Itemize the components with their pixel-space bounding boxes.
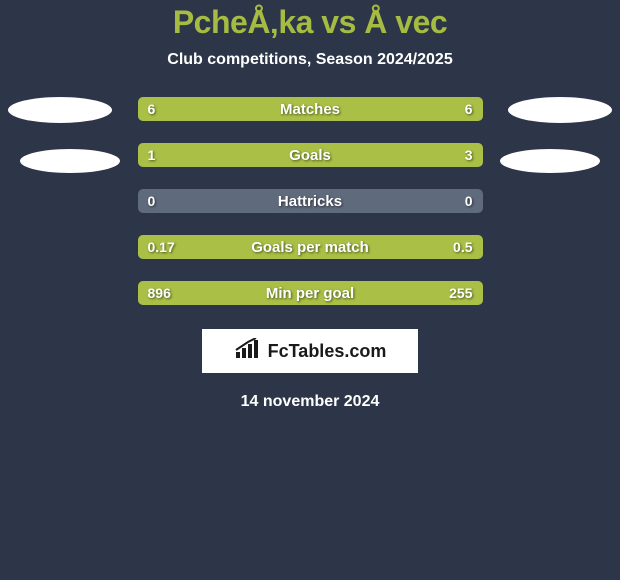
brand-badge: FcTables.com	[202, 329, 418, 373]
stat-fill-left	[138, 143, 224, 167]
stat-row: 0 0Hattricks	[138, 189, 483, 213]
stat-row: 0.170.5Goals per match	[138, 235, 483, 259]
player-oval	[20, 149, 120, 173]
page-title: PcheÅ‚ka vs Å vec	[0, 0, 620, 41]
stat-fill-right	[224, 143, 483, 167]
page-subtitle: Club competitions, Season 2024/2025	[0, 51, 620, 69]
stat-label: Hattricks	[138, 189, 483, 213]
stat-fill-left	[138, 97, 311, 121]
stat-fill-left	[138, 281, 407, 305]
player-oval	[508, 97, 612, 123]
comparison-chart: 66Matches 13Goals 0 0Hattricks 0.170.5Goals …	[0, 97, 620, 305]
stat-fill-right	[224, 235, 483, 259]
stat-value-right: 0	[455, 189, 483, 213]
bars-container: 66Matches 13Goals 0 0Hattricks 0.170.5Goals …	[138, 97, 483, 305]
stat-value-left: 0	[138, 189, 166, 213]
player-oval	[8, 97, 112, 123]
brand-text: FcTables.com	[268, 341, 387, 362]
stat-row: 13Goals	[138, 143, 483, 167]
stat-row: 896255Min per goal	[138, 281, 483, 305]
stat-fill-right	[407, 281, 483, 305]
player-oval	[500, 149, 600, 173]
stat-fill-left	[138, 235, 224, 259]
footer-date: 14 november 2024	[0, 393, 620, 411]
stat-fill-right	[310, 97, 483, 121]
stat-row: 66Matches	[138, 97, 483, 121]
brand-chart-icon	[234, 338, 262, 365]
